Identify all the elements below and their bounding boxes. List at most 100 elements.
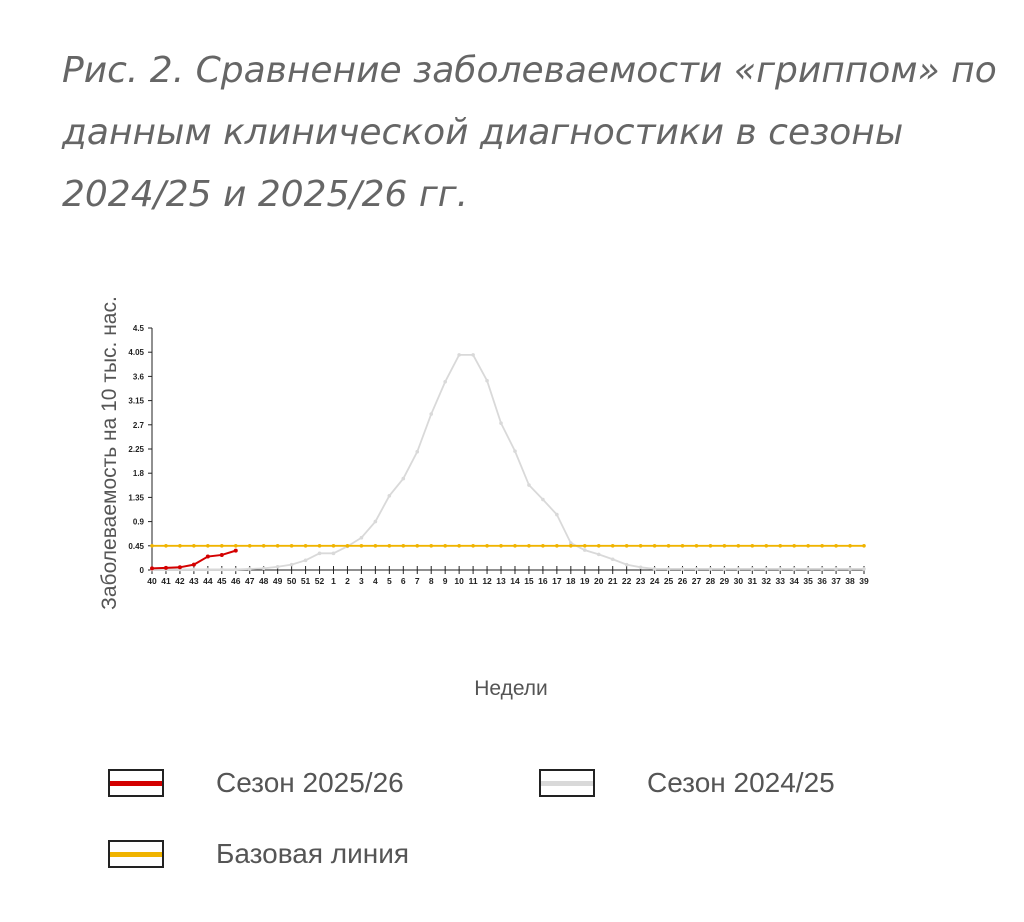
data-point [610, 544, 615, 548]
legend-label: Базовая линия [216, 838, 410, 869]
data-point [513, 544, 517, 548]
data-point [792, 544, 796, 548]
x-tick-label: 38 [845, 576, 855, 586]
x-tick-label: 11 [469, 576, 478, 586]
data-point [233, 544, 238, 548]
data-point [401, 544, 406, 548]
x-tick-label: 23 [636, 576, 646, 586]
x-tick-label: 41 [161, 576, 171, 586]
data-point [722, 544, 727, 548]
data-point [317, 551, 322, 556]
x-tick-label: 21 [608, 576, 618, 586]
data-point [778, 544, 783, 548]
x-tick-label: 20 [594, 576, 604, 586]
x-tick-label: 39 [859, 576, 869, 586]
data-point [471, 353, 475, 357]
x-tick-label: 19 [580, 576, 590, 586]
data-point [401, 476, 406, 481]
data-point [638, 565, 643, 570]
data-point [233, 567, 238, 572]
data-point [694, 544, 699, 548]
data-point [359, 544, 364, 548]
y-tick-label: 4.5 [133, 324, 145, 333]
data-point [513, 449, 517, 453]
data-point [792, 567, 796, 571]
data-point [303, 558, 308, 563]
data-point [680, 567, 685, 571]
x-tick-label: 15 [524, 576, 534, 586]
data-point [164, 544, 168, 548]
data-point [275, 564, 280, 569]
data-point [764, 567, 769, 571]
data-point [596, 552, 601, 557]
legend-item-baseline: Базовая линия [108, 838, 409, 870]
y-tick-label: 1.35 [128, 493, 144, 502]
x-tick-label: 14 [510, 576, 520, 586]
x-tick-label: 12 [482, 576, 492, 586]
y-axis-label: Заболеваемость на 10 тыс. нас. [98, 296, 121, 610]
data-point [834, 544, 838, 548]
x-tick-label: 5 [387, 576, 392, 586]
data-point [527, 483, 531, 487]
legend-item-season-2024-25: Сезон 2024/25 [539, 767, 835, 799]
data-point [610, 557, 615, 562]
legend-label: Сезон 2024/25 [647, 767, 835, 798]
x-tick-label: 47 [245, 576, 255, 586]
data-point [722, 567, 727, 571]
data-point [750, 567, 755, 571]
data-point [624, 562, 629, 567]
x-tick-label: 29 [720, 576, 730, 586]
y-tick-label: 4.05 [128, 348, 144, 357]
data-point [652, 544, 657, 548]
data-point [708, 567, 713, 571]
x-tick-label: 27 [692, 576, 702, 586]
data-point [247, 544, 252, 548]
data-point [387, 493, 392, 498]
x-tick-label: 6 [401, 576, 406, 586]
x-tick-label: 42 [175, 576, 185, 586]
x-tick-label: 52 [315, 576, 325, 586]
x-tick-label: 35 [803, 576, 813, 586]
legend-label: Сезон 2025/26 [216, 767, 404, 798]
legend-swatch [108, 769, 164, 797]
data-point [499, 421, 503, 425]
data-point [582, 548, 587, 552]
x-tick-label: 17 [552, 576, 562, 586]
data-point [359, 535, 364, 540]
x-tick-label: 28 [706, 576, 716, 586]
data-point [206, 544, 210, 548]
y-tick-label: 3.6 [133, 372, 145, 381]
data-point [806, 567, 810, 571]
data-point [191, 562, 196, 567]
data-point [471, 544, 475, 548]
data-point [317, 544, 322, 548]
data-point [596, 544, 601, 548]
figure-title: Рис. 2. Сравнение заболеваемости «гриппо… [62, 50, 997, 215]
data-point [666, 544, 671, 548]
x-tick-label: 3 [359, 576, 364, 586]
data-point [708, 544, 713, 548]
data-point [192, 544, 196, 548]
x-tick-label: 33 [776, 576, 786, 586]
data-point [485, 544, 489, 548]
x-tick-label: 44 [203, 576, 213, 586]
data-point [834, 567, 838, 571]
data-point [289, 562, 294, 567]
data-point [499, 544, 503, 548]
legend-swatch [539, 769, 595, 797]
x-tick-label: 34 [789, 576, 799, 586]
data-point [820, 544, 824, 548]
x-tick-label: 48 [259, 576, 269, 586]
x-tick-label: 36 [817, 576, 827, 586]
data-point [331, 551, 336, 556]
x-tick-label: 1 [331, 576, 336, 586]
x-tick-label: 37 [831, 576, 841, 586]
x-tick-label: 46 [231, 576, 241, 586]
data-point [247, 567, 252, 571]
y-tick-label: 2.25 [128, 445, 144, 454]
data-point [569, 541, 573, 545]
data-point [220, 544, 224, 548]
data-point [443, 379, 447, 384]
data-point [261, 566, 266, 571]
